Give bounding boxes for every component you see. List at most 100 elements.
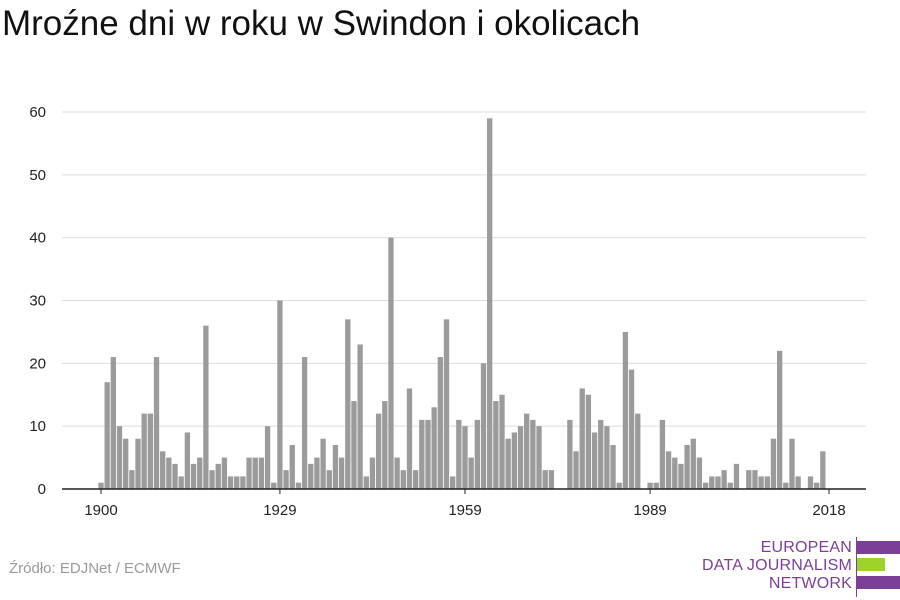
y-tick-label: 30	[29, 293, 46, 310]
bar-1980	[591, 432, 598, 489]
bar-1938	[332, 445, 339, 489]
y-tick-label: 0	[38, 481, 46, 498]
bar-1979	[585, 394, 592, 489]
bar-1992	[665, 451, 672, 489]
x-tick-label: 2018	[812, 502, 845, 519]
bar-1965	[499, 394, 505, 489]
bar-1962	[480, 363, 487, 489]
bar-1976	[567, 419, 573, 489]
logo-line-3: NETWORK	[768, 575, 852, 592]
bar-1967	[511, 432, 518, 489]
logo-divider	[856, 537, 857, 597]
bar-1956	[443, 319, 450, 489]
bar-2002	[727, 482, 733, 489]
bar-1936	[320, 438, 326, 489]
bar-1958	[456, 419, 462, 489]
bar-1929	[277, 300, 283, 489]
bar-2011	[783, 482, 789, 489]
bar-1911	[166, 457, 172, 489]
bar-1925	[252, 457, 258, 489]
bar-1968	[517, 426, 524, 489]
bar-1921	[227, 476, 234, 489]
bar-2003	[733, 463, 740, 489]
y-tick-label: 20	[29, 355, 46, 372]
y-tick-label: 40	[29, 230, 46, 247]
bar-1993	[672, 457, 678, 489]
logo-bar-middle	[857, 558, 885, 571]
bar-1977	[573, 451, 579, 489]
y-tick-label: 10	[29, 418, 46, 435]
bar-1901	[104, 382, 110, 489]
bar-1910	[160, 451, 166, 489]
bar-1999	[709, 476, 715, 489]
bar-1950	[406, 388, 413, 489]
bar-1972	[542, 470, 548, 489]
bar-2013	[795, 476, 801, 489]
x-tick-label: 1959	[448, 502, 481, 519]
bar-1973	[548, 470, 555, 489]
bar-1987	[635, 413, 641, 489]
bar-1934	[308, 463, 314, 489]
bar-1995	[684, 445, 690, 489]
bar-1944	[369, 457, 376, 489]
bar-1906	[135, 438, 141, 489]
bar-1946	[382, 401, 388, 489]
bar-1918	[209, 470, 215, 489]
bar-1928	[271, 482, 277, 489]
bar-1923	[240, 476, 246, 489]
bar-1960	[468, 457, 474, 489]
bar-2007	[758, 476, 764, 489]
bar-1924	[246, 457, 252, 489]
bar-2015	[807, 476, 814, 489]
edjnet-logo: EUROPEAN DATA JOURNALISM NETWORK	[702, 537, 900, 597]
bar-2009	[770, 438, 777, 489]
bar-1949	[400, 470, 406, 489]
bar-1981	[598, 419, 604, 489]
bar-1940	[345, 319, 351, 489]
bar-1948	[394, 457, 400, 489]
bar-1983	[610, 445, 616, 489]
bar-1937	[326, 470, 332, 489]
bar-1953	[425, 419, 431, 489]
bar-1932	[295, 482, 302, 489]
bar-1931	[289, 445, 295, 489]
bar-1991	[659, 419, 666, 489]
bar-1919	[215, 463, 221, 489]
bar-1955	[437, 357, 443, 489]
bar-1970	[530, 419, 536, 489]
bar-1916	[197, 457, 203, 489]
bar-2012	[789, 438, 795, 489]
bar-1917	[203, 325, 209, 489]
bar-1986	[628, 369, 635, 489]
bar-1959	[462, 426, 468, 489]
bar-1904	[123, 438, 129, 489]
bar-1942	[357, 344, 363, 489]
bar-1989	[647, 482, 653, 489]
bar-1909	[153, 357, 160, 489]
bar-1935	[314, 457, 320, 489]
bar-1998	[702, 482, 709, 489]
bar-1954	[431, 407, 437, 489]
bar-1939	[338, 457, 345, 489]
bar-1971	[536, 426, 542, 489]
x-tick-label: 1929	[263, 502, 296, 519]
bar-1952	[419, 419, 425, 489]
bar-1969	[524, 413, 530, 489]
bar-1908	[147, 413, 154, 489]
bar-1957	[450, 476, 456, 489]
bar-1994	[678, 463, 684, 489]
bar-1997	[696, 457, 703, 489]
bar-1996	[690, 438, 696, 489]
bar-1947	[388, 237, 394, 489]
bar-2006	[752, 470, 758, 489]
bar-1966	[505, 438, 511, 489]
bar-1984	[616, 482, 622, 489]
bar-1907	[141, 413, 147, 489]
x-tick-label: 1900	[84, 502, 117, 519]
chart-title: Mroźne dni w roku w Swindon i okolicach	[2, 4, 641, 43]
bar-2017	[820, 451, 826, 489]
bar-2016	[814, 482, 820, 489]
bar-1982	[604, 426, 610, 489]
logo-bar-bottom	[857, 576, 900, 589]
